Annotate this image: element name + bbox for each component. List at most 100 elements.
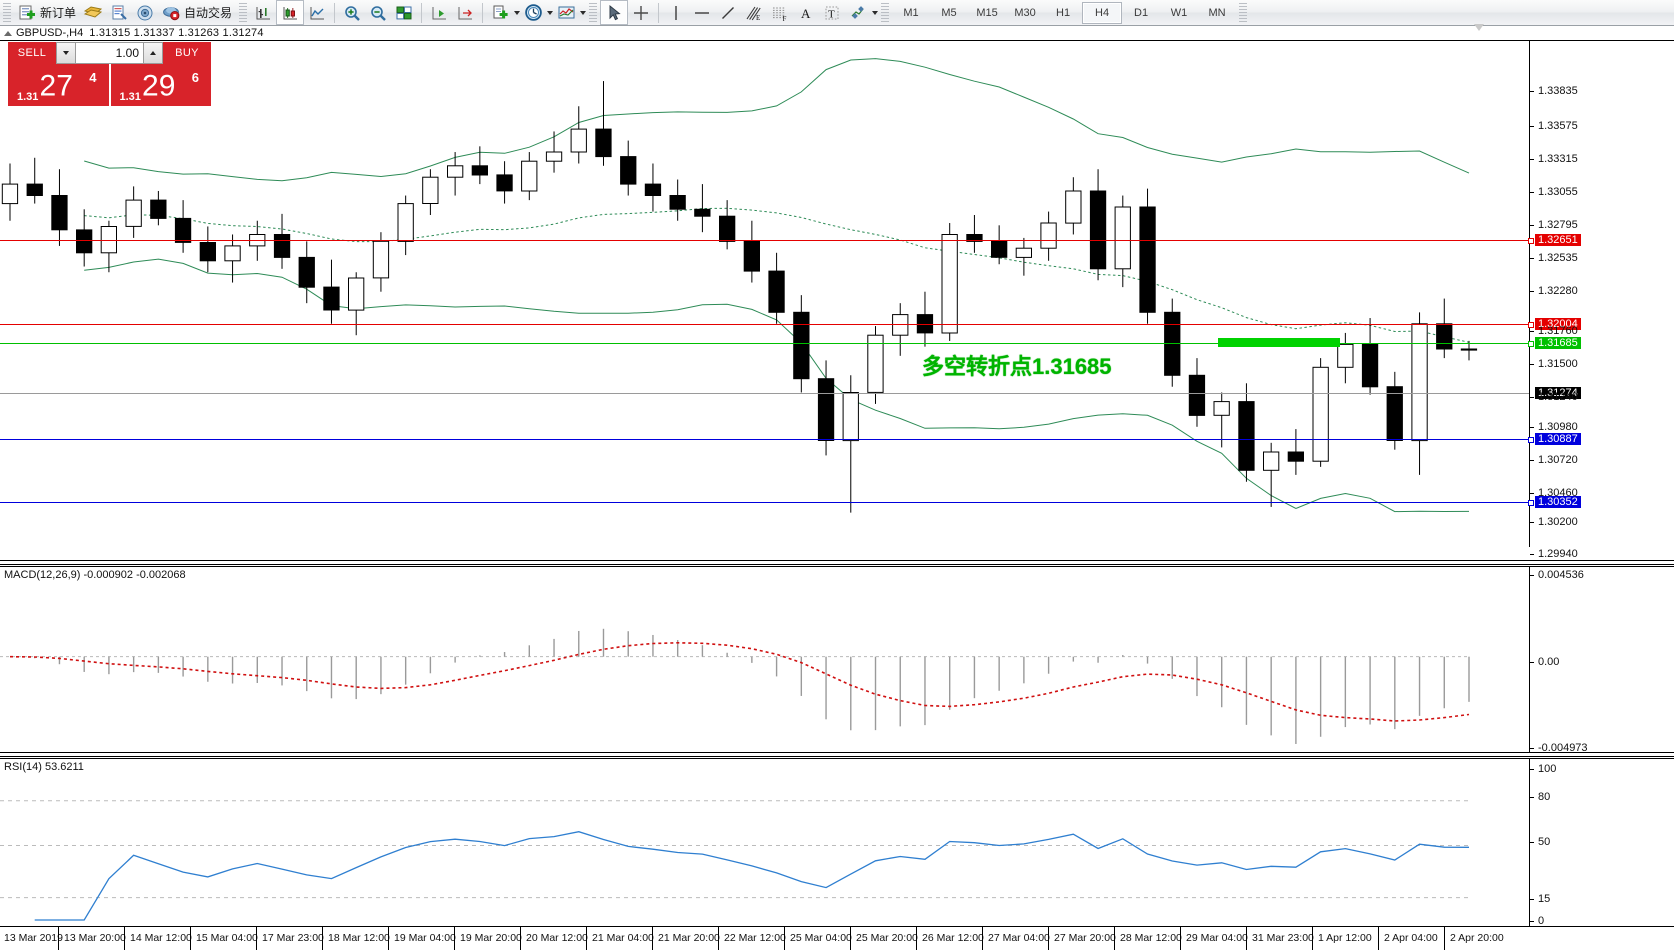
autotrade-icon[interactable] xyxy=(158,1,184,24)
toolbar-grip-2[interactable] xyxy=(239,3,248,22)
indicators-icon[interactable] xyxy=(553,1,579,24)
tab-timeframe-m15[interactable]: M15 xyxy=(976,6,998,19)
chart-collapse-icon[interactable] xyxy=(4,30,12,36)
level-handle[interactable] xyxy=(1528,238,1534,244)
new-order-icon[interactable] xyxy=(14,1,40,24)
time-axis-label: 25 Mar 20:00 xyxy=(856,932,918,944)
price-plot-area[interactable] xyxy=(0,41,1529,547)
templates-dropdown-icon[interactable] xyxy=(514,10,521,15)
price-level-tag[interactable]: 1.31685 xyxy=(1535,337,1581,349)
tab-timeframe-d1[interactable]: D1 xyxy=(1134,6,1149,19)
period-icon[interactable] xyxy=(520,1,546,24)
pane-splitter-1[interactable] xyxy=(0,560,1674,565)
macd-plot-area[interactable] xyxy=(0,567,1529,755)
crosshair-icon[interactable] xyxy=(628,1,654,24)
objects-icon[interactable] xyxy=(845,1,871,24)
bar-chart-icon[interactable] xyxy=(250,1,276,24)
price-scale-tick xyxy=(1530,192,1534,193)
text-label-icon[interactable]: A xyxy=(793,1,819,24)
price-level-tag[interactable]: 1.32651 xyxy=(1535,234,1581,246)
price-pane[interactable]: 1.33835 1.33575 1.33315 1.33055 1.32795 1.326… xyxy=(0,40,1674,593)
price-scale-tick xyxy=(1530,159,1534,160)
macd-pane[interactable]: MACD(12,26,9) -0.000902 -0.002068 0.0045… xyxy=(0,566,1674,756)
macd-scale[interactable]: 0.004536 0.00 -0.004973 xyxy=(1529,567,1674,755)
cursor-icon[interactable] xyxy=(600,0,629,25)
sell-price-tile[interactable]: 1.31 27 4 xyxy=(8,64,109,106)
pivot-annotation-label: 多空转折点1.31685 xyxy=(922,354,1112,379)
level-handle[interactable] xyxy=(1528,437,1534,443)
time-axis[interactable]: 13 Mar 2019 13 Mar 20:00 14 Mar 12:00 15 Ma… xyxy=(0,926,1674,950)
volume-increase-button[interactable] xyxy=(143,42,163,64)
time-axis-separator xyxy=(190,927,191,950)
resistance-line-1[interactable] xyxy=(0,238,1534,244)
tab-timeframe-h4[interactable]: H4 xyxy=(1082,1,1123,24)
templates-icon[interactable] xyxy=(487,1,513,24)
line-chart-icon[interactable] xyxy=(304,1,330,24)
chevron-down-icon xyxy=(63,51,69,55)
horizontal-line-icon[interactable] xyxy=(689,1,715,24)
buy-button[interactable]: BUY xyxy=(163,42,211,64)
tab-timeframe-w1[interactable]: W1 xyxy=(1170,6,1188,19)
price-level-tag[interactable]: 1.32004 xyxy=(1535,318,1581,330)
candlestick xyxy=(817,360,835,456)
price-level-tag[interactable]: 1.31274 xyxy=(1535,387,1581,399)
equidistant-channel-icon[interactable]: E xyxy=(741,1,767,24)
support-line-1[interactable] xyxy=(0,437,1534,443)
time-axis-separator xyxy=(1444,927,1445,950)
rsi-scale[interactable]: 100 80 50 15 0 xyxy=(1529,759,1674,927)
text-object-icon[interactable]: T xyxy=(819,1,845,24)
candlestick xyxy=(743,220,761,283)
support-line-2[interactable] xyxy=(0,500,1534,506)
zoom-out-icon[interactable] xyxy=(365,1,391,24)
zoom-in-icon[interactable] xyxy=(339,1,365,24)
tab-timeframe-m30[interactable]: M30 xyxy=(1014,6,1036,19)
level-handle[interactable] xyxy=(1528,500,1534,506)
navigator-icon[interactable] xyxy=(132,1,158,24)
price-level-tag[interactable]: 1.30352 xyxy=(1535,496,1581,508)
one-click-trading-panel[interactable]: SELL 1.00 BUY 1.31 27 4 1.31 29 6 xyxy=(8,42,211,106)
sell-button[interactable]: SELL xyxy=(8,42,56,64)
price-level-tag[interactable]: 1.30887 xyxy=(1535,433,1581,445)
toolbar-grip[interactable] xyxy=(3,3,11,22)
pivot-line[interactable] xyxy=(0,341,1534,347)
tile-windows-icon[interactable] xyxy=(391,1,417,24)
time-axis-label: 2 Apr 04:00 xyxy=(1384,932,1438,944)
price-scale[interactable]: 1.33835 1.33575 1.33315 1.33055 1.32795 1.326… xyxy=(1529,41,1674,593)
rsi-scale-tick xyxy=(1530,899,1534,900)
tab-timeframe-m1[interactable]: M1 xyxy=(903,6,919,19)
toolbar-grip-4[interactable] xyxy=(881,3,890,22)
volume-input[interactable]: 1.00 xyxy=(76,42,143,64)
trendline-icon[interactable] xyxy=(715,1,741,24)
volume-decrease-button[interactable] xyxy=(56,42,76,64)
toolbar-grip-3[interactable] xyxy=(589,3,598,22)
octp-price-row: 1.31 27 4 1.31 29 6 xyxy=(8,64,211,106)
fibonacci-icon[interactable]: F xyxy=(767,1,793,24)
autotrade-label[interactable]: 自动交易 xyxy=(184,6,233,20)
buy-price-tile[interactable]: 1.31 29 6 xyxy=(110,64,211,106)
indicators-dropdown-icon[interactable] xyxy=(580,10,587,15)
candlestick xyxy=(1238,383,1255,482)
tab-timeframe-m5[interactable]: M5 xyxy=(941,6,957,19)
vertical-line-icon[interactable] xyxy=(663,1,689,24)
objects-dropdown-icon[interactable] xyxy=(872,10,879,15)
pane-splitter-2[interactable] xyxy=(0,752,1674,757)
rsi-plot-area[interactable] xyxy=(0,759,1529,926)
tab-timeframe-h1[interactable]: H1 xyxy=(1056,6,1071,19)
volume-stepper[interactable]: 1.00 xyxy=(56,42,163,64)
level-handle[interactable] xyxy=(1528,341,1534,347)
resistance-line-2[interactable] xyxy=(0,322,1534,328)
rsi-pane[interactable]: RSI(14) 53.6211 100 80 50 15 0 xyxy=(0,758,1674,927)
sell-price-main: 27 xyxy=(39,69,73,103)
tab-timeframe-mn[interactable]: MN xyxy=(1208,6,1226,19)
period-dropdown-icon[interactable] xyxy=(547,10,554,15)
last-price-line[interactable] xyxy=(0,393,1529,394)
profiles-icon[interactable] xyxy=(80,1,106,24)
chart-shift-icon[interactable] xyxy=(452,1,478,24)
toolbar-grip-5[interactable] xyxy=(1239,3,1248,22)
new-order-label[interactable]: 新订单 xyxy=(40,6,77,20)
auto-scroll-icon[interactable] xyxy=(426,1,452,24)
level-handle[interactable] xyxy=(1528,322,1534,328)
candlestick-chart-icon[interactable] xyxy=(276,0,305,25)
candlestick xyxy=(397,195,414,256)
market-watch-icon[interactable] xyxy=(106,1,132,24)
